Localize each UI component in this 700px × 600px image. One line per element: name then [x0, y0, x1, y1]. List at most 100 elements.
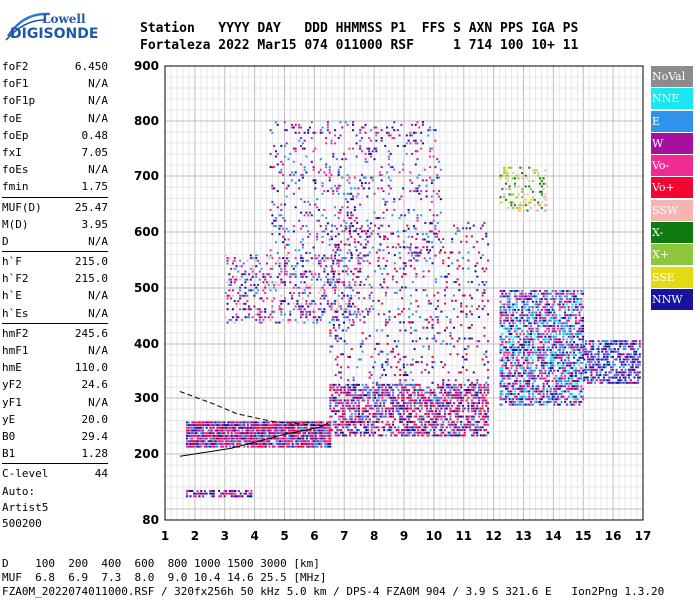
echo-point	[456, 412, 459, 415]
echo-point	[335, 227, 338, 230]
echo-point	[187, 429, 190, 432]
echo-point	[255, 286, 258, 289]
echo-point	[353, 238, 356, 241]
echo-point	[212, 437, 215, 440]
echo-point	[258, 313, 261, 316]
echo-point	[374, 394, 377, 397]
echo-point	[280, 144, 283, 147]
echo-point	[439, 241, 442, 244]
echo-point	[258, 297, 261, 300]
echo-point	[637, 358, 640, 361]
echo-point	[348, 225, 351, 228]
echo-point	[460, 402, 463, 405]
echo-point	[580, 346, 583, 349]
echo-point	[556, 395, 559, 398]
echo-point	[519, 367, 522, 370]
echo-point	[269, 318, 272, 321]
echo-point	[334, 389, 337, 392]
echo-point	[239, 434, 242, 437]
echo-point	[565, 314, 568, 317]
echo-point	[553, 343, 556, 346]
echo-point	[522, 385, 525, 388]
echo-point	[535, 327, 538, 330]
echo-point	[622, 340, 625, 343]
echo-point	[233, 300, 236, 303]
echo-point	[370, 374, 373, 377]
echo-point	[392, 275, 395, 278]
echo-point	[341, 418, 344, 421]
echo-point	[395, 366, 398, 369]
echo-point	[526, 361, 529, 364]
echo-point	[332, 190, 335, 193]
echo-point	[337, 294, 340, 297]
echo-point	[445, 407, 448, 410]
echo-point	[227, 429, 230, 432]
echo-point	[539, 356, 542, 359]
echo-point	[535, 303, 538, 306]
echo-point	[291, 426, 294, 429]
echo-point	[387, 225, 390, 228]
echo-point	[252, 442, 255, 445]
echo-point	[560, 367, 563, 370]
echo-point	[366, 399, 369, 402]
echo-point	[460, 391, 463, 394]
echo-point	[521, 356, 524, 359]
echo-point	[347, 391, 350, 394]
echo-point	[300, 421, 303, 424]
echo-point	[366, 195, 369, 198]
echo-point	[345, 221, 348, 224]
echo-point	[325, 142, 328, 145]
echo-point	[368, 334, 371, 337]
echo-point	[228, 434, 231, 437]
echo-point	[429, 423, 432, 426]
echo-point	[481, 396, 484, 399]
echo-point	[499, 316, 502, 319]
echo-point	[515, 380, 518, 383]
echo-point	[317, 260, 320, 262]
echo-point	[371, 179, 374, 182]
echo-point	[573, 387, 576, 390]
echo-point	[191, 421, 194, 424]
echo-point	[329, 404, 332, 407]
echo-point	[578, 390, 581, 393]
echo-point	[185, 424, 188, 427]
echo-point	[291, 445, 294, 448]
echo-point	[368, 251, 371, 254]
echo-point	[435, 423, 438, 426]
echo-point	[445, 426, 448, 429]
echo-point	[203, 442, 206, 445]
echo-point	[271, 265, 274, 268]
echo-point	[519, 390, 522, 393]
echo-point	[271, 300, 274, 303]
echo-point	[399, 381, 402, 384]
echo-point	[336, 259, 339, 262]
echo-point	[431, 404, 434, 407]
echo-point	[611, 355, 614, 358]
echo-point	[515, 367, 518, 370]
echo-point	[230, 281, 233, 284]
echo-point	[377, 407, 380, 410]
echo-point	[271, 267, 274, 270]
echo-point	[564, 385, 567, 388]
echo-point	[377, 260, 380, 262]
echo-point	[506, 295, 509, 298]
echo-point	[347, 366, 350, 369]
echo-point	[620, 379, 623, 382]
echo-point	[620, 361, 623, 364]
echo-point	[365, 389, 368, 392]
echo-point	[386, 272, 389, 275]
echo-point	[334, 289, 337, 292]
echo-point	[375, 420, 378, 423]
echo-point	[555, 398, 558, 401]
echo-point	[232, 437, 235, 440]
echo-point	[343, 310, 346, 313]
echo-point	[424, 402, 427, 405]
echo-point	[408, 389, 411, 392]
echo-point	[228, 445, 231, 448]
echo-point	[458, 402, 461, 405]
echo-point	[556, 303, 559, 306]
echo-point	[409, 171, 412, 174]
echo-point	[519, 316, 522, 319]
echo-point	[558, 403, 561, 406]
echo-point	[456, 386, 459, 389]
